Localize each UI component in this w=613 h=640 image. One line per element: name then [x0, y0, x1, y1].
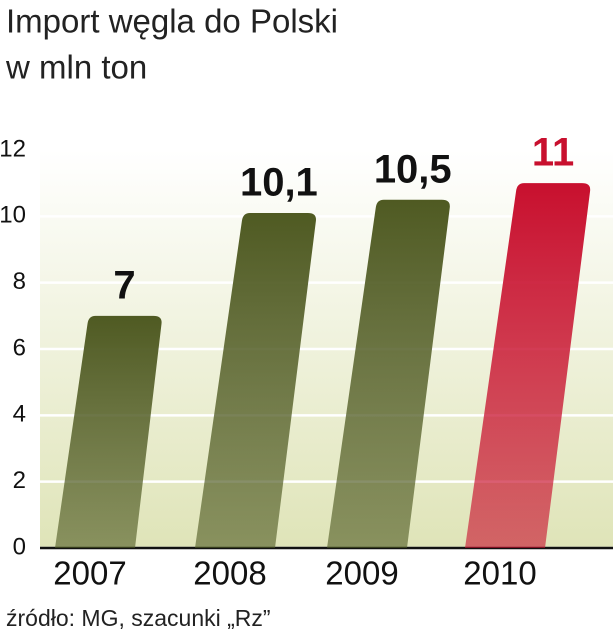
value-label: 11	[532, 131, 574, 175]
y-tick-label: 0	[13, 533, 26, 560]
value-label: 10,1	[240, 161, 318, 205]
x-tick-label: 2007	[53, 555, 126, 592]
value-label: 7	[113, 263, 135, 307]
bar	[327, 199, 450, 548]
y-tick-label: 2	[13, 467, 26, 494]
x-tick-label: 2008	[193, 555, 266, 592]
bar	[55, 315, 162, 548]
x-tick-label: 2010	[463, 555, 536, 592]
y-tick-label: 4	[13, 401, 26, 428]
x-tick-label: 2009	[325, 555, 398, 592]
bar	[195, 213, 316, 548]
bar	[465, 183, 591, 548]
chart-title: Import węgla do Polski	[6, 3, 338, 40]
value-label: 10,5	[374, 147, 452, 191]
source: źródło: MG, szacunki „Rz”	[6, 605, 271, 631]
chart-subtitle: w mln ton	[5, 49, 147, 86]
y-tick-label: 10	[0, 202, 26, 229]
y-tick-label: 6	[13, 334, 26, 361]
y-tick-label: 12	[0, 135, 26, 162]
y-tick-label: 8	[13, 268, 26, 295]
